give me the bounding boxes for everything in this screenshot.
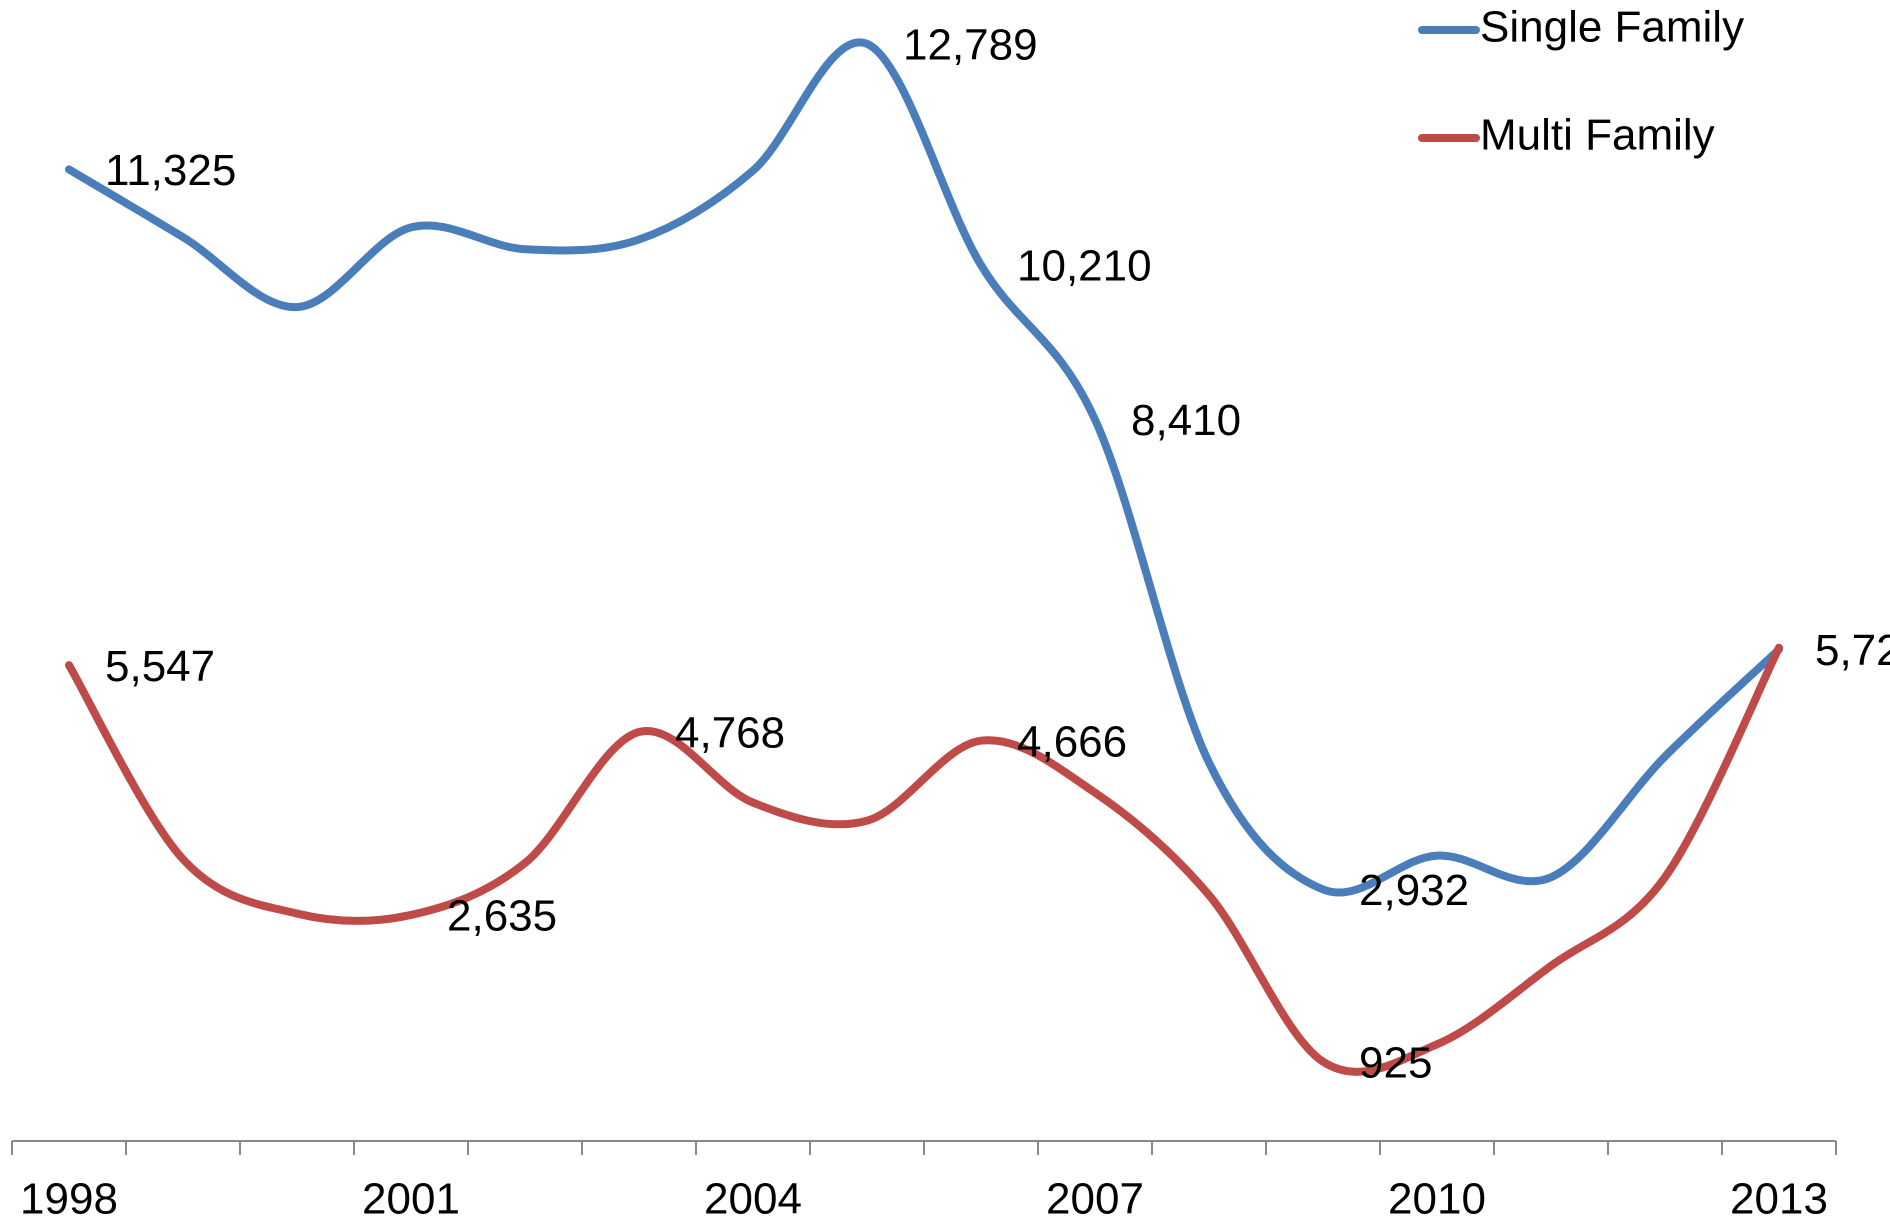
data-label: 2,635 bbox=[447, 892, 557, 941]
data-label: 5,547 bbox=[105, 642, 215, 691]
data-label: 5,729 bbox=[1815, 626, 1890, 675]
x-tick-label: 2004 bbox=[704, 1175, 802, 1224]
data-label: 925 bbox=[1359, 1038, 1432, 1087]
series-line bbox=[65, 38, 1783, 897]
x-tick-label: 1998 bbox=[20, 1175, 118, 1224]
data-label: 8,410 bbox=[1131, 396, 1241, 445]
series-line bbox=[65, 643, 1783, 1076]
data-label: 10,210 bbox=[1017, 242, 1152, 291]
x-tick-label: 2001 bbox=[362, 1175, 460, 1224]
x-tick-label: 2010 bbox=[1388, 1175, 1486, 1224]
data-label: 12,789 bbox=[903, 20, 1038, 69]
data-label: 2,932 bbox=[1359, 866, 1469, 915]
data-label: 4,666 bbox=[1017, 717, 1127, 766]
legend-label: Single Family bbox=[1480, 3, 1744, 52]
legend-label: Multi Family bbox=[1480, 111, 1715, 160]
data-label: 11,325 bbox=[105, 146, 236, 195]
x-tick-label: 2013 bbox=[1730, 1175, 1828, 1224]
data-label: 4,768 bbox=[675, 709, 785, 758]
x-tick-label: 2007 bbox=[1046, 1175, 1144, 1224]
